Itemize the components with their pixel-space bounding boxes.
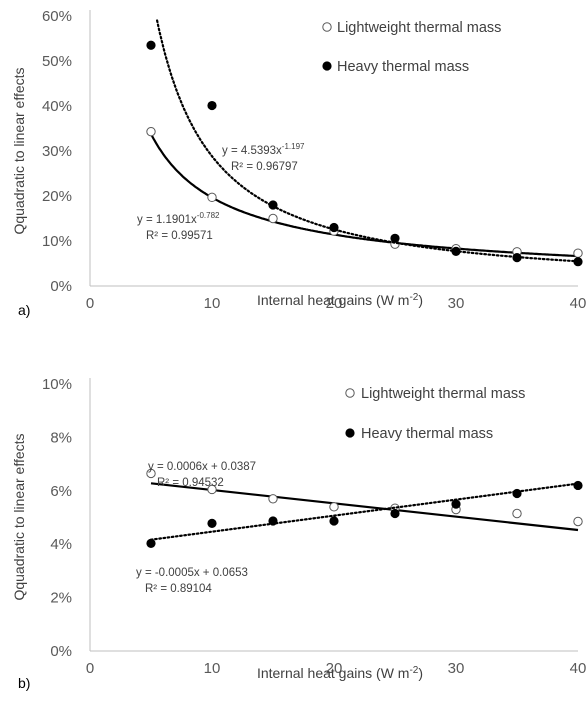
trendline-equation-main: y = 1.1901x <box>137 214 197 226</box>
x-axis-label: Internal heat gains (W m-2) <box>257 292 423 308</box>
data-point-heavy <box>390 508 400 519</box>
trendline-equation-exponent: -0.782 <box>197 211 220 220</box>
trendline-equation: y = 4.5393x-1.197 <box>222 142 305 157</box>
data-point-lightweight <box>268 213 278 224</box>
data-point-heavy <box>573 257 583 267</box>
x-tick-label: 40 <box>570 295 587 312</box>
trendline-heavy <box>149 482 580 541</box>
trendline-equation-main: y = 0.0006x + 0.0387 <box>148 461 256 473</box>
x-tick-label: 10 <box>204 295 221 312</box>
x-axis-label-sup: -2 <box>409 292 418 303</box>
x-tick-label: 0 <box>86 660 94 677</box>
chart-panel-a: 0% 10% 20% 30% 40% 50% 60% 0 10 20 30 40 Internal he… <box>11 8 586 318</box>
x-axis-label-end: ) <box>418 292 423 308</box>
y-tick-label: 20% <box>42 188 72 205</box>
data-point-lightweight <box>268 494 278 504</box>
data-point-lightweight <box>573 516 583 527</box>
data-point-lightweight <box>146 468 156 479</box>
y-tick-label: 30% <box>42 143 72 160</box>
trendline-heavy <box>156 19 580 263</box>
trendline-r-squared: R² = 0.89104 <box>145 583 212 595</box>
y-axis-label: Qquadratic to linear effects <box>11 67 27 234</box>
data-point-lightweight <box>207 484 217 495</box>
legend-marker <box>322 22 332 32</box>
series-heavy: y = 0.0006x + 0.0387 R² = 0.94532 Heavy th… <box>146 426 583 548</box>
trendline-equation-main: y = -0.0005x + 0.0653 <box>136 567 248 579</box>
legend-label: Lightweight thermal mass <box>361 386 525 402</box>
data-point-heavy <box>146 40 156 50</box>
trendline-equation-main: y = 4.5393x <box>222 145 282 157</box>
y-tick-label: 8% <box>50 429 72 446</box>
trendline-r-squared: R² = 0.94532 <box>157 477 224 489</box>
y-tick-label: 10% <box>42 233 72 250</box>
series-heavy: y = 4.5393x-1.197 R² = 0.96797 Heavy therm… <box>146 19 583 267</box>
x-tick-label: 0 <box>86 295 94 312</box>
x-axis-label-main: Internal heat gains (W m <box>257 665 410 681</box>
x-tick-label: 20 <box>326 660 343 677</box>
x-axis-label-sup: -2 <box>409 665 418 676</box>
legend-label: Lightweight thermal mass <box>337 20 501 36</box>
y-tick-label: 0% <box>50 278 72 295</box>
x-axis-label-end: ) <box>418 665 423 681</box>
data-point-heavy <box>207 518 217 528</box>
data-point-heavy <box>268 200 278 210</box>
x-tick-label: 30 <box>448 660 465 677</box>
data-point-lightweight <box>573 248 583 258</box>
data-point-heavy <box>451 246 461 256</box>
legend-label: Heavy thermal mass <box>361 426 493 442</box>
trendline-lightweight <box>150 482 579 532</box>
x-tick-label: 30 <box>448 295 465 312</box>
data-point-heavy <box>207 100 217 111</box>
legend-marker <box>345 388 355 398</box>
data-point-heavy <box>390 233 400 243</box>
trendline-equation-exponent: -1.197 <box>282 142 305 151</box>
y-tick-label: 0% <box>50 643 72 660</box>
y-tick-label: 40% <box>42 98 72 115</box>
x-tick-label: 40 <box>570 660 587 677</box>
data-point-heavy <box>329 222 339 233</box>
x-axis-label: Internal heat gains (W m-2) <box>257 665 423 681</box>
trendline-r-squared: R² = 0.99571 <box>146 230 213 242</box>
data-point-heavy <box>329 516 339 526</box>
y-tick-label: 60% <box>42 8 72 25</box>
x-tick-label: 10 <box>204 660 221 677</box>
x-tick-label: 20 <box>326 295 343 312</box>
y-axis-label: Qquadratic to linear effects <box>11 433 27 600</box>
data-point-heavy <box>146 538 156 548</box>
series-lightweight: y = -0.0005x + 0.0653 R² = 0.89104 Lightwe… <box>136 386 583 595</box>
y-tick-label: 50% <box>42 53 72 70</box>
trendline-equation: y = -0.0005x + 0.0653 <box>136 567 248 579</box>
y-tick-label: 4% <box>50 536 72 553</box>
panel-label: a) <box>18 302 30 318</box>
x-axis-label-main: Internal heat gains (W m <box>257 292 410 308</box>
data-point-lightweight <box>329 502 339 512</box>
trendline-lightweight <box>148 131 579 258</box>
legend-marker <box>345 428 355 438</box>
chart-panel-b: 0% 2% 4% 6% 8% 10% 0 10 20 30 40 Internal heat gain… <box>11 376 586 691</box>
trendline-r-squared: R² = 0.96797 <box>231 161 298 173</box>
trendline-equation: y = 0.0006x + 0.0387 <box>148 461 256 473</box>
legend-marker <box>322 61 332 71</box>
data-point-lightweight <box>146 126 156 137</box>
y-tick-label: 6% <box>50 483 72 500</box>
y-tick-label: 10% <box>42 376 72 393</box>
data-point-heavy <box>268 516 278 526</box>
data-point-lightweight <box>207 192 217 203</box>
data-point-lightweight <box>512 508 522 519</box>
trendline-equation: y = 1.1901x-0.782 <box>137 211 220 226</box>
panel-label: b) <box>18 675 30 691</box>
y-tick-label: 2% <box>50 590 72 607</box>
data-point-heavy <box>451 499 461 509</box>
legend-label: Heavy thermal mass <box>337 59 469 75</box>
data-point-heavy <box>512 488 522 499</box>
series-lightweight: y = 1.1901x-0.782 R² = 0.99571 Lightweight… <box>137 20 583 258</box>
data-point-heavy <box>512 253 522 263</box>
data-point-heavy <box>573 480 583 491</box>
